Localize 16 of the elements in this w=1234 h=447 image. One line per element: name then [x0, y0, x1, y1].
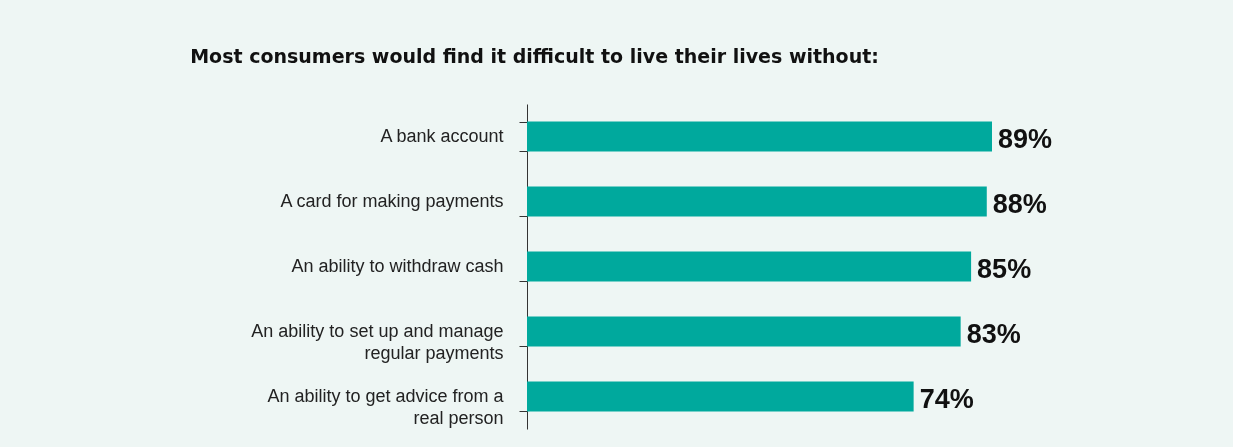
y-tick-label: An ability to get advice from a real person — [267, 386, 505, 428]
y-tick-label: An ability to set up and manage regular payments — [251, 321, 504, 363]
data-label: 89% — [998, 123, 1053, 154]
data-label: 83% — [966, 318, 1021, 349]
y-tick-label: A card for making payments — [280, 191, 504, 211]
chart-title: Most consumers would find it difficult to live their lives without: — [190, 45, 879, 67]
data-label: 85% — [977, 253, 1032, 284]
data-label: 74% — [919, 383, 974, 414]
bar — [527, 251, 972, 282]
bar — [527, 316, 961, 347]
bar — [527, 381, 914, 412]
y-tick-label: An ability to withdraw cash — [291, 256, 504, 276]
bar — [527, 121, 992, 152]
bar — [527, 186, 987, 217]
y-tick-label: A bank account — [380, 126, 504, 146]
data-label: 88% — [992, 188, 1047, 219]
